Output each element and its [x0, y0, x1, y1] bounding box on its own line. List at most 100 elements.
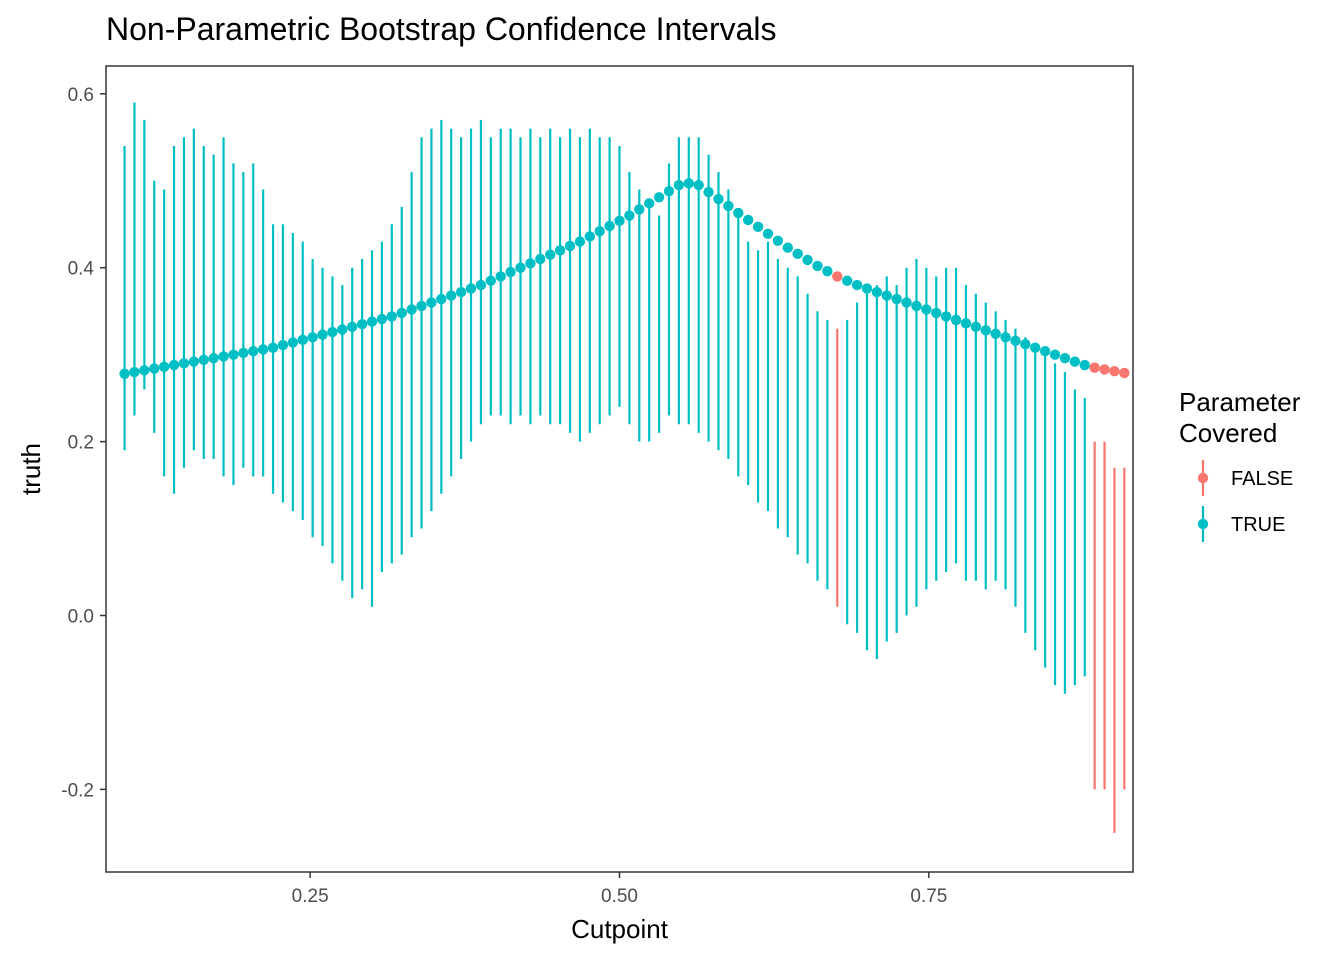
chart-title: Non-Parametric Bootstrap Confidence Inte… — [106, 11, 777, 47]
legend: Parameter Covered FALSE TRUE — [1179, 387, 1301, 542]
y-tick-label: -0.2 — [61, 780, 94, 801]
truth-point-covered — [713, 193, 724, 205]
truth-point-covered — [356, 319, 368, 330]
truth-point-covered — [545, 249, 556, 260]
truth-point-covered — [158, 361, 170, 373]
truth-point-covered — [139, 365, 150, 376]
truth-point-covered — [634, 204, 645, 215]
truth-point-covered — [584, 231, 596, 242]
truth-point-covered — [228, 349, 239, 360]
truth-point-covered — [366, 316, 378, 327]
truth-point-covered — [960, 318, 972, 329]
truth-point-covered — [525, 258, 536, 269]
x-tick-label: 0.25 — [292, 886, 329, 907]
truth-point-covered — [475, 279, 487, 291]
truth-point-not-covered — [1089, 362, 1100, 373]
legend-title-line-1: Parameter — [1179, 387, 1301, 417]
truth-point-covered — [604, 220, 615, 232]
truth-point-covered — [594, 225, 605, 237]
truth-point-covered — [178, 358, 190, 369]
truth-point-covered — [277, 339, 289, 351]
y-tick-label: 0.2 — [68, 433, 94, 454]
truth-point-covered — [733, 207, 744, 219]
x-axis: 0.25 0.50 0.75 — [292, 872, 947, 907]
legend-key-point-false — [1197, 472, 1209, 484]
truth-point-covered — [149, 363, 160, 374]
truth-point-covered — [851, 279, 863, 291]
x-tick-label: 0.75 — [910, 886, 947, 907]
truth-point-covered — [515, 262, 526, 273]
truth-point-covered — [495, 271, 506, 282]
truth-point-covered — [287, 337, 299, 348]
truth-point-covered — [703, 186, 714, 198]
truth-point-covered — [911, 300, 922, 312]
truth-point-covered — [129, 366, 140, 378]
truth-point-covered — [901, 297, 912, 308]
truth-point-covered — [693, 179, 704, 191]
truth-points — [119, 178, 1130, 379]
x-tick-label: 0.50 — [601, 886, 638, 907]
truth-point-covered — [614, 215, 625, 226]
truth-point-covered — [168, 359, 180, 371]
truth-point-covered — [1020, 339, 1031, 350]
truth-point-covered — [1030, 342, 1041, 353]
truth-point-not-covered — [1099, 364, 1110, 375]
truth-point-covered — [218, 351, 229, 362]
truth-point-covered — [1049, 349, 1061, 360]
truth-point-covered — [921, 304, 932, 315]
truth-point-covered — [742, 214, 754, 226]
truth-point-covered — [554, 245, 566, 256]
y-tick-label: 0.4 — [68, 259, 95, 280]
truth-point-covered — [980, 325, 991, 336]
truth-point-covered — [257, 344, 269, 355]
truth-point-covered — [574, 236, 586, 247]
truth-point-not-covered — [1119, 367, 1130, 379]
truth-point-covered — [317, 329, 328, 340]
truth-point-covered — [891, 293, 902, 305]
truth-point-covered — [752, 221, 764, 233]
truth-point-covered — [406, 304, 417, 315]
legend-label-true: TRUE — [1231, 514, 1285, 536]
truth-point-covered — [535, 253, 546, 265]
truth-point-covered — [564, 240, 576, 252]
truth-point-covered — [465, 283, 477, 294]
truth-point-covered — [772, 235, 784, 246]
y-axis: -0.2 0.0 0.2 0.4 0.6 — [61, 85, 106, 801]
x-axis-title: Cutpoint — [571, 914, 669, 944]
truth-point-covered — [198, 354, 209, 366]
truth-point-covered — [485, 275, 497, 286]
truth-point-covered — [297, 334, 308, 346]
y-tick-label: 0.6 — [68, 85, 94, 106]
truth-point-covered — [782, 242, 793, 253]
truth-point-covered — [347, 321, 358, 333]
truth-point-not-covered — [1109, 365, 1120, 377]
truth-point-covered — [446, 290, 457, 301]
truth-point-covered — [1039, 345, 1051, 357]
truth-point-covered — [238, 347, 249, 359]
truth-point-covered — [455, 286, 467, 298]
legend-label-false: FALSE — [1231, 468, 1293, 490]
truth-point-covered — [802, 254, 813, 266]
panel-border — [105, 65, 1134, 873]
truth-point-covered — [762, 228, 774, 240]
truth-point-covered — [1069, 356, 1081, 367]
truth-point-covered — [940, 311, 952, 322]
truth-point-covered — [624, 210, 635, 221]
truth-point-covered — [881, 290, 892, 301]
truth-point-covered — [653, 192, 665, 203]
truth-point-covered — [822, 265, 833, 277]
truth-point-covered — [861, 283, 873, 294]
truth-point-covered — [337, 324, 348, 335]
y-axis-title: truth — [16, 443, 46, 495]
truth-point-covered — [673, 179, 685, 191]
truth-point-covered — [188, 356, 200, 367]
truth-point-covered — [1059, 352, 1071, 364]
truth-point-covered — [990, 328, 1001, 339]
truth-point-covered — [1079, 359, 1090, 371]
truth-point-covered — [970, 321, 982, 333]
truth-point-covered — [683, 178, 694, 189]
truth-point-covered — [386, 311, 398, 322]
truth-point-covered — [426, 297, 437, 308]
truth-point-covered — [663, 186, 675, 197]
legend-key-point-true — [1197, 518, 1209, 530]
